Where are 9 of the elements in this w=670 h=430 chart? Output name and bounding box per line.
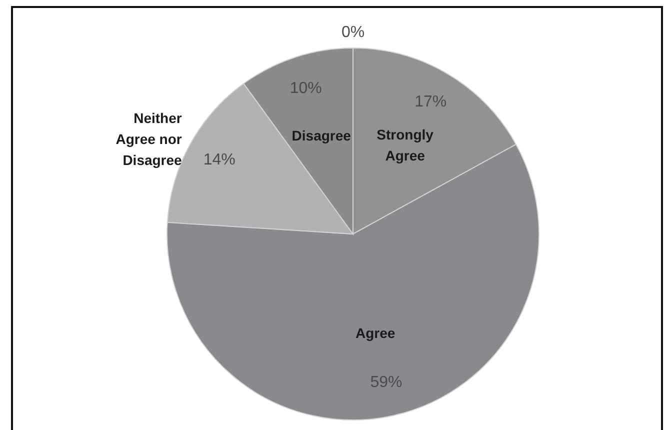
data-label: 17% [414,94,447,111]
data-label: 10% [290,80,322,98]
data-label: 14% [203,152,236,169]
slice-label: Agree [355,324,396,341]
text: 0% [341,24,365,42]
slice-label: Neither Agree nor Disagree [116,110,182,168]
data-label: 59% [370,374,402,392]
slice-label: Disagree [292,127,352,144]
slice-label: Strongly Agree [376,126,434,164]
